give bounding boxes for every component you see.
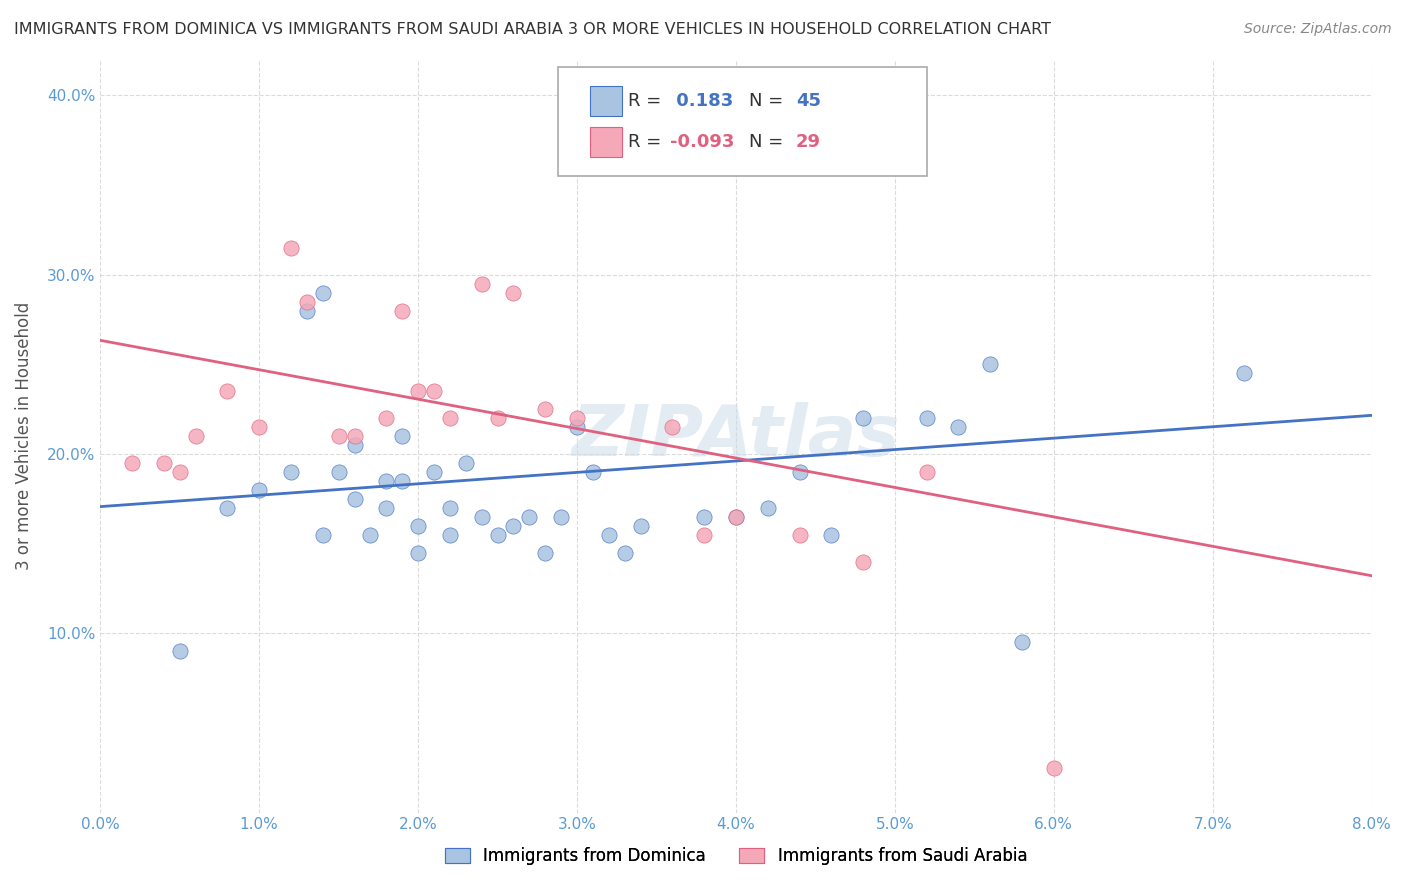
Point bbox=[693, 509, 716, 524]
Point bbox=[280, 241, 302, 255]
Point bbox=[391, 429, 413, 443]
Point bbox=[406, 518, 429, 533]
Text: 0.183: 0.183 bbox=[669, 92, 733, 110]
Point bbox=[359, 527, 381, 541]
Point bbox=[613, 546, 636, 560]
Point bbox=[375, 411, 398, 425]
Point bbox=[502, 285, 524, 300]
Point bbox=[328, 429, 350, 443]
FancyBboxPatch shape bbox=[589, 86, 621, 116]
Point bbox=[280, 465, 302, 479]
Point bbox=[789, 465, 811, 479]
Point bbox=[502, 518, 524, 533]
Point bbox=[439, 411, 461, 425]
FancyBboxPatch shape bbox=[589, 128, 621, 158]
Point bbox=[439, 527, 461, 541]
Point bbox=[1042, 761, 1064, 775]
Point bbox=[343, 438, 366, 452]
Point bbox=[979, 357, 1001, 371]
Point bbox=[565, 420, 588, 434]
Point bbox=[295, 294, 318, 309]
Point bbox=[375, 474, 398, 488]
Point bbox=[423, 384, 446, 399]
Point bbox=[343, 429, 366, 443]
Text: R =: R = bbox=[628, 134, 666, 152]
Text: Source: ZipAtlas.com: Source: ZipAtlas.com bbox=[1244, 22, 1392, 37]
Text: -0.093: -0.093 bbox=[669, 134, 734, 152]
Point bbox=[153, 456, 176, 470]
Point bbox=[406, 546, 429, 560]
Point bbox=[471, 509, 494, 524]
Point bbox=[312, 285, 335, 300]
Point bbox=[724, 509, 747, 524]
Point bbox=[391, 474, 413, 488]
Point bbox=[247, 483, 270, 497]
Point bbox=[454, 456, 477, 470]
Text: ZIPAtlas: ZIPAtlas bbox=[572, 401, 900, 471]
Point bbox=[328, 465, 350, 479]
Point bbox=[948, 420, 970, 434]
FancyBboxPatch shape bbox=[558, 67, 927, 177]
Point bbox=[1233, 367, 1256, 381]
Point bbox=[486, 527, 509, 541]
Point bbox=[852, 411, 875, 425]
Point bbox=[645, 124, 668, 138]
Point bbox=[471, 277, 494, 291]
Text: 45: 45 bbox=[796, 92, 821, 110]
Point bbox=[852, 555, 875, 569]
Point bbox=[756, 500, 779, 515]
Text: IMMIGRANTS FROM DOMINICA VS IMMIGRANTS FROM SAUDI ARABIA 3 OR MORE VEHICLES IN H: IMMIGRANTS FROM DOMINICA VS IMMIGRANTS F… bbox=[14, 22, 1052, 37]
Point bbox=[517, 509, 540, 524]
Point bbox=[121, 456, 143, 470]
Point bbox=[820, 527, 842, 541]
Point bbox=[661, 420, 683, 434]
Point bbox=[630, 142, 652, 156]
Point bbox=[661, 160, 683, 174]
Point bbox=[391, 303, 413, 318]
Text: N =: N = bbox=[748, 134, 789, 152]
Point bbox=[169, 644, 191, 658]
Point bbox=[217, 500, 239, 515]
Point bbox=[312, 527, 335, 541]
Point bbox=[534, 546, 557, 560]
Point bbox=[693, 527, 716, 541]
Point bbox=[423, 465, 446, 479]
Y-axis label: 3 or more Vehicles in Household: 3 or more Vehicles in Household bbox=[15, 302, 32, 570]
Point bbox=[598, 527, 620, 541]
Point bbox=[550, 509, 572, 524]
Point bbox=[169, 465, 191, 479]
Text: 29: 29 bbox=[796, 134, 821, 152]
Point bbox=[565, 411, 588, 425]
Point bbox=[247, 420, 270, 434]
Point bbox=[375, 500, 398, 515]
Point bbox=[486, 411, 509, 425]
Text: N =: N = bbox=[748, 92, 789, 110]
Point bbox=[295, 303, 318, 318]
Point bbox=[915, 411, 938, 425]
Point bbox=[184, 429, 207, 443]
Point bbox=[630, 518, 652, 533]
Point bbox=[343, 491, 366, 506]
Point bbox=[915, 465, 938, 479]
Point bbox=[789, 527, 811, 541]
Point bbox=[613, 160, 636, 174]
Point bbox=[534, 402, 557, 417]
Point bbox=[439, 500, 461, 515]
Point bbox=[217, 384, 239, 399]
Text: R =: R = bbox=[628, 92, 666, 110]
Point bbox=[724, 509, 747, 524]
Point bbox=[1011, 635, 1033, 649]
Point bbox=[582, 465, 605, 479]
Point bbox=[406, 384, 429, 399]
Legend: Immigrants from Dominica, Immigrants from Saudi Arabia: Immigrants from Dominica, Immigrants fro… bbox=[439, 840, 1033, 872]
